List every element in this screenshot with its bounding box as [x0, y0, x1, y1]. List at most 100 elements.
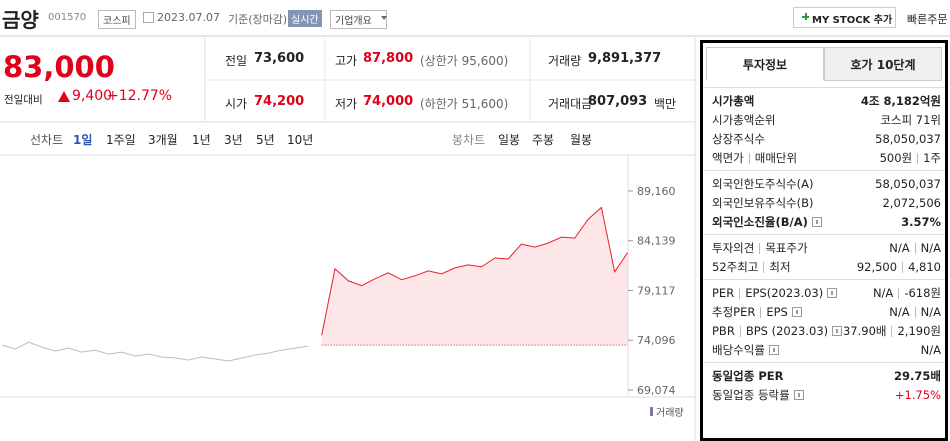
- info-label: 액면가: [712, 150, 744, 165]
- info-section: 동일업종 PER 29.75배 동일업종 등락률 +1.75%: [703, 362, 945, 407]
- info-label: EPS(2023.03): [745, 285, 824, 300]
- info-labels: 외국인한도주식수(A): [712, 176, 813, 192]
- info-values: 29.75배: [894, 368, 941, 384]
- mystock-button[interactable]: MY STOCK 추가: [793, 7, 896, 28]
- info-label: 시가총액순위: [712, 112, 776, 127]
- help-icon[interactable]: [791, 307, 802, 317]
- market-badge: 코스피: [98, 10, 136, 29]
- period-tab[interactable]: 10년: [287, 133, 314, 147]
- date: 2023.07.07: [157, 11, 220, 24]
- info-label: 동일업종 PER: [712, 368, 784, 383]
- info-row: 액면가 매매단위 500원 1주: [703, 148, 945, 167]
- info-value: 2,190원: [897, 323, 941, 338]
- info-label: 최저: [769, 259, 791, 274]
- summary-unit: 백만: [654, 97, 677, 111]
- help-icon[interactable]: [832, 326, 843, 336]
- price-line: [321, 206, 629, 336]
- period-tab[interactable]: 1년: [192, 133, 211, 147]
- info-labels: 외국인보유주식수(B): [712, 195, 814, 211]
- info-values: 4조 8,182억원: [861, 93, 941, 109]
- separator: [914, 242, 916, 254]
- info-label: 시가총액: [712, 93, 755, 108]
- summary-value: 9,891,377: [588, 51, 662, 66]
- plus-icon: [802, 13, 809, 20]
- line-chart-label: 선차트: [30, 133, 64, 147]
- volume-label: 거래량: [656, 407, 684, 419]
- stock-code: 001570: [48, 12, 87, 23]
- info-labels: 외국인소진율(B/A): [712, 214, 822, 230]
- info-label: BPS (2023.03): [745, 323, 829, 338]
- y-tick-label: 69,074: [637, 384, 676, 397]
- realtime-badge[interactable]: 실시간: [288, 10, 322, 27]
- info-values: 92,500 4,810: [857, 260, 941, 274]
- info-value: +1.75%: [894, 387, 941, 402]
- info-labels: 투자의견 목표주가: [712, 240, 808, 256]
- help-icon[interactable]: [827, 288, 838, 298]
- help-icon[interactable]: [793, 390, 804, 400]
- summary-label: 전일: [225, 54, 248, 68]
- separator: [914, 306, 916, 318]
- info-value: N/A: [920, 304, 941, 319]
- period-tab[interactable]: 5년: [256, 133, 275, 147]
- info-tab[interactable]: 호가 10단계: [824, 47, 942, 81]
- period-tab[interactable]: 3개월: [148, 133, 178, 147]
- info-values: +1.75%: [895, 388, 941, 402]
- help-icon[interactable]: [768, 345, 779, 355]
- mystock-label: MY STOCK 추가: [812, 15, 893, 26]
- info-labels: 상장주식수: [712, 131, 765, 147]
- info-values: N/A N/A: [889, 241, 941, 255]
- info-values: N/A -618원: [873, 285, 941, 301]
- info-value: 4조 8,182억원: [860, 93, 941, 108]
- info-value: 2,072,506: [882, 195, 941, 210]
- info-label: PER: [712, 285, 735, 300]
- period-tab[interactable]: 1일: [73, 133, 93, 147]
- help-icon[interactable]: [811, 217, 822, 227]
- separator: [739, 325, 741, 337]
- info-row: PER EPS(2023.03) N/A -618원: [703, 283, 945, 302]
- info-labels: PBR BPS (2023.03): [712, 323, 843, 338]
- current-price: 83,000: [3, 50, 115, 84]
- summary-value: 73,600: [254, 51, 305, 66]
- info-tab[interactable]: 투자정보: [706, 47, 824, 81]
- info-label: PBR: [712, 323, 735, 338]
- info-value: 92,500: [856, 259, 898, 274]
- info-values: 58,050,037: [875, 132, 941, 146]
- info-section: 외국인한도주식수(A) 58,050,037 외국인보유주식수(B) 2,072,50…: [703, 170, 945, 234]
- separator: [739, 287, 741, 299]
- y-tick-label: 79,117: [637, 284, 676, 297]
- info-label: 투자의견: [712, 240, 755, 255]
- separator: [917, 152, 919, 164]
- info-values: 3.57%: [901, 215, 941, 229]
- stock-name: 금양: [2, 8, 39, 32]
- candle-tab[interactable]: 월봉: [570, 133, 593, 147]
- info-value: 4,810: [908, 259, 941, 274]
- info-row: 52주최고 최저 92,500 4,810: [703, 257, 945, 276]
- overview-button[interactable]: 기업개요: [330, 10, 387, 29]
- info-value: N/A: [872, 285, 894, 300]
- info-section: 투자의견 목표주가 N/A N/A 52주최고 최저 92,500 4,810: [703, 234, 945, 279]
- info-label: 목표주가: [765, 240, 808, 255]
- info-label: 배당수익률: [712, 342, 765, 357]
- info-label: 상장주식수: [712, 131, 765, 146]
- info-labels: 액면가 매매단위: [712, 150, 797, 166]
- info-row: 외국인보유주식수(B) 2,072,506: [703, 193, 945, 212]
- info-row: 동일업종 PER 29.75배: [703, 366, 945, 385]
- info-label: 외국인보유주식수(B): [712, 195, 814, 210]
- info-values: 코스피 71위: [880, 112, 941, 128]
- quick-order[interactable]: 빠른주문: [907, 13, 948, 26]
- info-value: N/A: [920, 342, 941, 357]
- info-value: 58,050,037: [875, 176, 941, 191]
- info-value: -618원: [904, 285, 941, 300]
- candle-tab[interactable]: 일봉: [498, 133, 521, 147]
- info-label: 추정PER: [712, 304, 756, 319]
- info-row: 상장주식수 58,050,037: [703, 129, 945, 148]
- separator: [898, 287, 900, 299]
- info-values: 500원 1주: [880, 150, 941, 166]
- period-tab[interactable]: 3년: [224, 133, 243, 147]
- info-value: N/A: [889, 304, 910, 319]
- info-label: 외국인소진율(B/A): [712, 214, 808, 229]
- period-tab[interactable]: 1주일: [106, 133, 136, 147]
- change: 9,400: [72, 88, 113, 104]
- candle-tab[interactable]: 주봉: [532, 133, 555, 147]
